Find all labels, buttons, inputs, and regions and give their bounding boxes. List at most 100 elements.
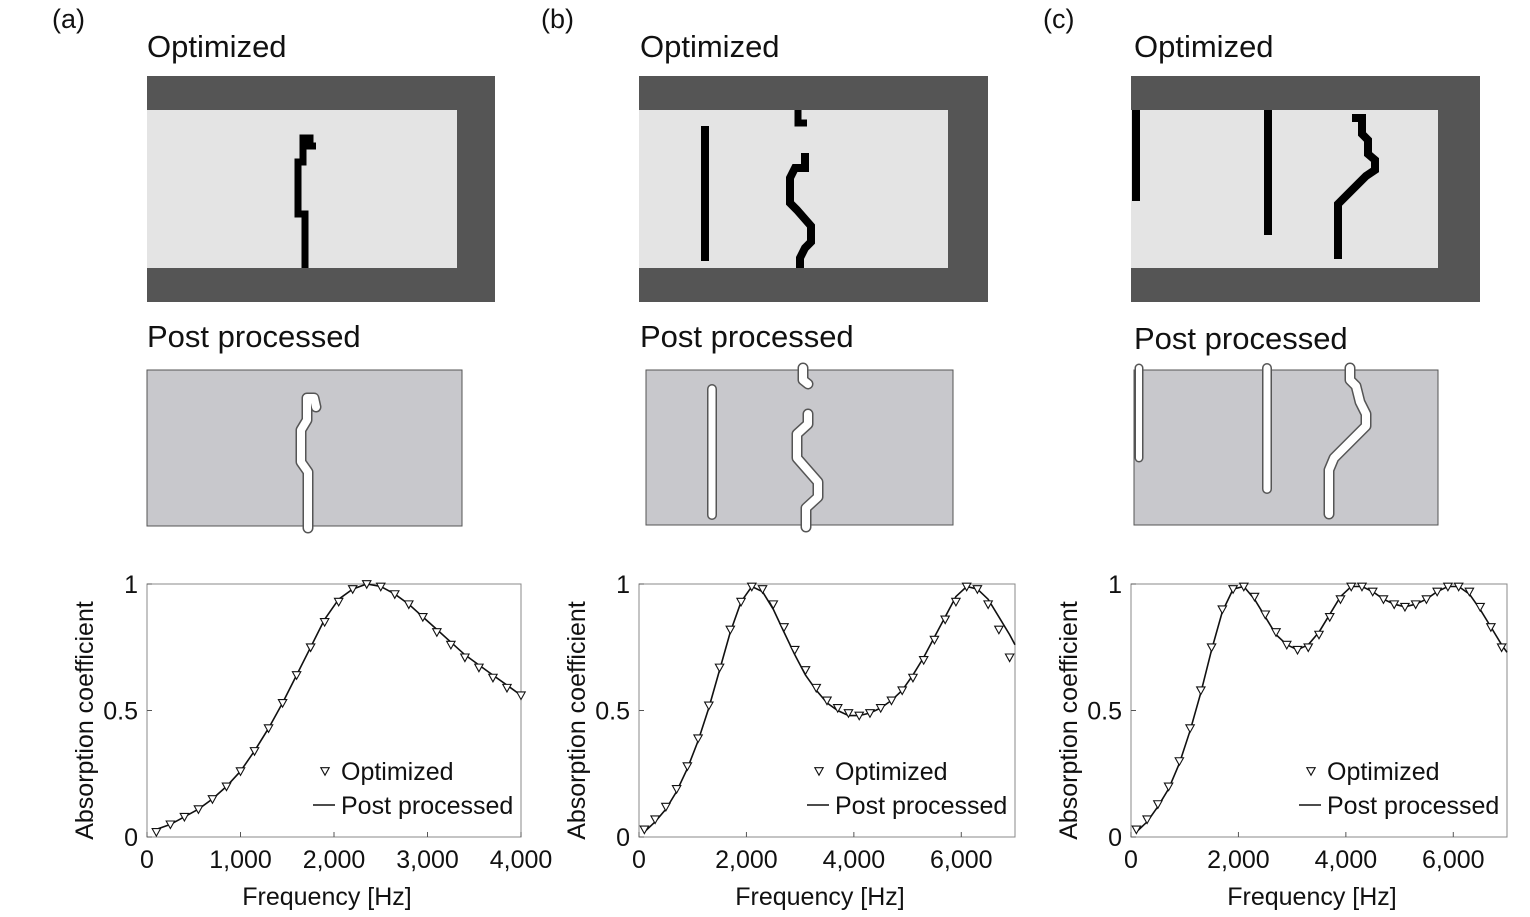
- series-line-post-processed: [643, 585, 1016, 833]
- cavity: [1131, 110, 1438, 268]
- optimized-label-b: Optimized: [640, 29, 780, 64]
- data-point-optimized: [1389, 600, 1400, 610]
- data-point-optimized: [639, 825, 650, 835]
- wall-back: [457, 76, 495, 302]
- wall-top: [639, 76, 988, 110]
- data-point-optimized: [1152, 800, 1163, 810]
- post-processed-geometry-a: [146, 369, 463, 534]
- data-point-optimized: [746, 582, 757, 592]
- data-point-optimized: [515, 691, 527, 701]
- x-axis-label: Frequency [Hz]: [242, 883, 412, 911]
- legend-marker-optimized: [1305, 767, 1317, 777]
- y-tick-label: 1: [616, 571, 630, 599]
- data-point-optimized: [487, 673, 499, 683]
- data-point-optimized: [1367, 587, 1378, 597]
- data-point-optimized: [1184, 724, 1196, 734]
- optimized-structure-lower: [786, 153, 815, 268]
- wall-bottom: [147, 268, 495, 302]
- panel-label-a: (a): [52, 4, 85, 34]
- x-tick-label: 6,000: [930, 846, 993, 874]
- data-point-optimized: [1303, 643, 1314, 653]
- data-point-optimized: [1217, 605, 1228, 615]
- data-point-optimized: [1356, 582, 1368, 592]
- data-point-optimized: [1249, 592, 1260, 602]
- data-point-optimized: [940, 615, 951, 625]
- data-point-optimized: [207, 795, 218, 805]
- x-tick-label: 4,000: [490, 846, 553, 874]
- wall-top: [147, 76, 495, 110]
- data-point-optimized: [375, 582, 386, 592]
- wall-back: [1438, 76, 1480, 302]
- data-point-optimized: [1281, 640, 1292, 651]
- data-point-optimized: [165, 820, 176, 830]
- data-point-optimized: [347, 585, 358, 595]
- y-tick-label: 0.5: [1087, 698, 1122, 726]
- legend-marker-optimized: [319, 767, 331, 777]
- data-point-optimized: [179, 812, 190, 823]
- optimized-label-c: Optimized: [1134, 29, 1274, 64]
- panel-b: (b) Optimized Post processed: [541, 4, 988, 533]
- data-point-optimized: [473, 663, 485, 673]
- data-point-optimized: [778, 623, 790, 633]
- data-point-optimized: [1163, 782, 1174, 792]
- data-point-optimized: [1442, 582, 1454, 592]
- x-axis-label: Frequency [Hz]: [1227, 883, 1397, 911]
- data-point-optimized: [1410, 600, 1421, 610]
- legend: Optimized Post processed: [1299, 758, 1499, 820]
- data-point-optimized: [768, 600, 779, 610]
- x-tick-label: 3,000: [396, 846, 459, 874]
- data-point-optimized: [1346, 582, 1357, 592]
- data-point-optimized: [291, 671, 302, 681]
- data-point-optimized: [417, 612, 428, 623]
- data-point-optimized: [843, 709, 854, 719]
- x-tick-label: 0: [632, 846, 646, 874]
- data-point-optimized: [333, 597, 344, 608]
- x-tick-label: 2,000: [1207, 846, 1270, 874]
- post-processed-slit-fill: [1325, 364, 1370, 518]
- data-point-optimized: [1227, 585, 1239, 595]
- data-point-optimized: [821, 696, 833, 706]
- plot-area: [638, 583, 1016, 838]
- x-tick-label: 4,000: [1315, 846, 1378, 874]
- data-point-optimized: [660, 802, 671, 812]
- absorption-chart-c: 0 2,000 4,000 6,000 0 0.5 1 Frequency [Hz] Absor…: [1055, 571, 1508, 911]
- data-point-optimized: [445, 640, 457, 651]
- optimized-geometry-a: [147, 76, 495, 302]
- legend-marker-optimized: [813, 767, 825, 777]
- data-point-optimized: [403, 600, 414, 610]
- post-processed-geometry-b: [645, 362, 954, 533]
- data-point-optimized: [1004, 653, 1015, 663]
- x-tick-label: 4,000: [823, 846, 886, 874]
- legend-label: Post processed: [835, 792, 1007, 820]
- data-point-optimized: [972, 585, 983, 595]
- legend-label: Post processed: [341, 792, 513, 820]
- legend-label: Optimized: [1327, 758, 1440, 786]
- x-tick-label: 2,000: [715, 846, 778, 874]
- data-point-optimized: [389, 590, 400, 600]
- optimized-structure: [794, 110, 807, 127]
- data-point-optimized: [193, 805, 204, 815]
- data-point-optimized: [277, 698, 288, 709]
- data-point-optimized: [950, 597, 962, 608]
- plot-area: [1130, 583, 1508, 838]
- post-processed-slit-top-fill: [799, 364, 812, 388]
- data-point-optimized: [1206, 643, 1217, 653]
- data-point-optimized: [682, 762, 693, 772]
- data-point-optimized: [1335, 595, 1346, 605]
- data-point-optimized: [235, 767, 246, 777]
- data-point-optimized: [501, 683, 513, 694]
- post-processed-geometry-c: [1133, 362, 1439, 526]
- data-point-optimized: [459, 653, 471, 663]
- panel-c: (c) Optimized Post processed: [1043, 4, 1480, 526]
- data-point-optimized: [319, 618, 330, 628]
- data-point-optimized: [1378, 595, 1389, 605]
- legend-label: Optimized: [341, 758, 454, 786]
- post-processed-slit-fill: [793, 410, 822, 531]
- optimized-label-a: Optimized: [147, 29, 287, 64]
- data-point-optimized: [929, 635, 940, 645]
- data-point-optimized: [305, 643, 316, 653]
- legend: Optimized Post processed: [807, 758, 1007, 820]
- panel-a: (a) Optimized Post processed: [52, 4, 495, 534]
- data-point-optimized: [1174, 757, 1185, 767]
- optimized-structure: [1334, 114, 1379, 259]
